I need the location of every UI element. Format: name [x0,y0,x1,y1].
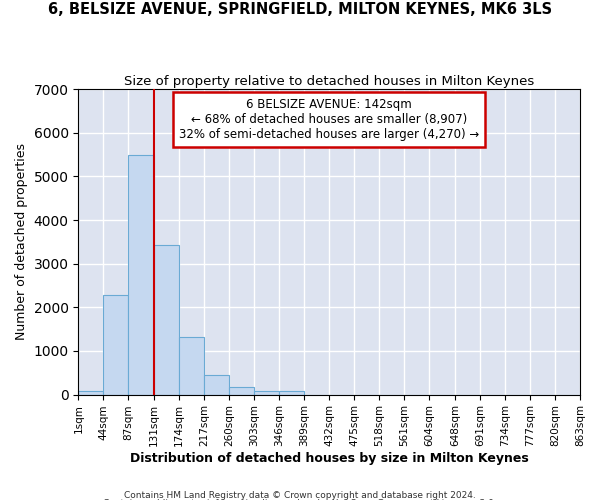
Bar [79,392,103,394]
Text: 6 BELSIZE AVENUE: 142sqm
← 68% of detached houses are smaller (8,907)
32% of sem: 6 BELSIZE AVENUE: 142sqm ← 68% of detach… [179,98,479,142]
Bar [279,391,304,394]
Bar [204,374,229,394]
Y-axis label: Number of detached properties: Number of detached properties [15,144,28,340]
Bar [154,245,179,394]
Bar [229,388,254,394]
Text: Contains public sector information licensed under the Open Government Licence v3: Contains public sector information licen… [103,499,497,500]
Bar [128,154,154,394]
Text: 6, BELSIZE AVENUE, SPRINGFIELD, MILTON KEYNES, MK6 3LS: 6, BELSIZE AVENUE, SPRINGFIELD, MILTON K… [48,2,552,18]
X-axis label: Distribution of detached houses by size in Milton Keynes: Distribution of detached houses by size … [130,452,529,465]
Title: Size of property relative to detached houses in Milton Keynes: Size of property relative to detached ho… [124,75,535,88]
Bar [103,295,128,394]
Bar [179,338,204,394]
Bar [254,391,279,394]
Text: Contains HM Land Registry data © Crown copyright and database right 2024.: Contains HM Land Registry data © Crown c… [124,490,476,500]
